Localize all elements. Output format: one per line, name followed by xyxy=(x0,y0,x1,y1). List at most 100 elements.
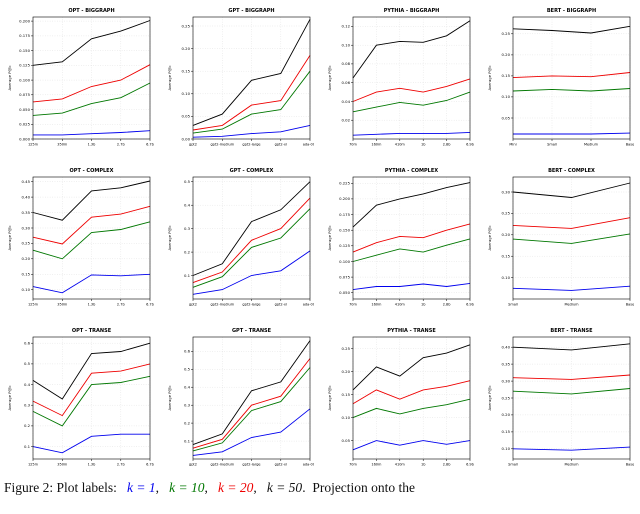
x-tick-label: ada-002 xyxy=(303,463,314,467)
series-line-k-50 xyxy=(192,340,311,446)
chart-canvas: 0.10 0.15 0.20 0.25 0.30 0.35 0.40 Small Medium B… xyxy=(486,324,634,474)
y-tick-label: 0.25 xyxy=(342,346,351,351)
caption-k-label: k = 20 xyxy=(217,480,254,495)
series-line-k-50 xyxy=(512,25,631,34)
x-tick-label: 125m xyxy=(28,143,39,147)
x-tick-label: gpt2-medium xyxy=(210,463,234,467)
series-line-k-50 xyxy=(352,344,471,391)
caption-k-label: k = 50 xyxy=(266,480,303,495)
y-tick-label: 0.25 xyxy=(502,211,511,216)
series-line-k-20 xyxy=(352,380,471,405)
y-tick-label: 0.2 xyxy=(184,420,191,425)
y-axis-label: Average P@k xyxy=(487,65,492,91)
y-tick-label: 0.25 xyxy=(22,241,31,246)
series-line-k-10 xyxy=(32,375,151,427)
series-line-k-1 xyxy=(352,440,471,451)
y-tick-label: 0.05 xyxy=(502,115,511,120)
axes-box xyxy=(512,16,631,140)
y-axis-label: Average P@k xyxy=(327,225,332,251)
y-tick-label: 0.2 xyxy=(184,249,191,254)
series-line-k-20 xyxy=(512,72,631,79)
x-tick-label: 2.7b xyxy=(117,143,126,147)
y-tick-label: 0.050 xyxy=(339,290,350,295)
y-tick-label: 0.125 xyxy=(339,243,350,248)
y-tick-label: 0.20 xyxy=(22,256,31,261)
y-tick-label: 0.6 xyxy=(24,341,31,346)
series-line-k-10 xyxy=(512,388,631,395)
y-tick-label: 0.25 xyxy=(502,395,511,400)
y-tick-label: 0.150 xyxy=(19,48,30,53)
series-line-k-1 xyxy=(192,124,311,138)
y-tick-label: 0.000 xyxy=(19,136,30,141)
y-tick-label: 0.15 xyxy=(22,272,31,277)
x-tick-label: Small xyxy=(508,463,518,467)
y-tick-label: 0.175 xyxy=(339,212,350,217)
y-tick-label: 0.20 xyxy=(342,369,351,374)
series-line-k-1 xyxy=(513,132,631,135)
series-line-k-1 xyxy=(192,408,311,456)
chart-title: GPT - BIGGRAPH xyxy=(228,8,274,14)
caption-text: , xyxy=(253,480,267,495)
series-line-k-20 xyxy=(32,64,151,103)
y-tick-label: 0.12 xyxy=(342,24,351,29)
y-axis-label: Average P@k xyxy=(327,385,332,411)
y-axis-label: Average P@k xyxy=(167,65,172,91)
x-tick-label: 1.3b xyxy=(88,143,97,147)
series-line-k-50 xyxy=(32,342,151,400)
series-line-k-50 xyxy=(512,182,631,198)
series-line-k-1 xyxy=(192,250,311,295)
series-line-k-10 xyxy=(32,221,151,260)
x-tick-label: 70m xyxy=(349,303,357,307)
y-tick-label: 0.5 xyxy=(184,179,191,184)
x-tick-label: 1b xyxy=(421,143,426,147)
series-line-k-1 xyxy=(352,131,471,136)
y-tick-label: 0.1 xyxy=(184,438,191,443)
y-tick-label: 0.225 xyxy=(339,181,350,186)
caption-k-label: k = 1 xyxy=(127,480,156,495)
x-tick-label: 410m xyxy=(395,303,406,307)
y-axis-label: Average P@k xyxy=(487,385,492,411)
x-tick-label: Medium xyxy=(565,303,580,307)
caption-text: Figure 2: Plot labels: xyxy=(4,480,127,495)
x-tick-label: 2.8b xyxy=(443,143,452,147)
axes-box xyxy=(352,176,471,300)
y-tick-label: 0.45 xyxy=(22,179,31,184)
y-tick-label: 0.5 xyxy=(184,367,191,372)
y-tick-label: 0.3 xyxy=(184,403,191,408)
chart-pythia-transe: 0.05 0.10 0.15 0.20 0.25 70m 160m 410m 1b 2.8b 6.9… xyxy=(326,324,475,474)
chart-canvas: 0.1 0.2 0.3 0.4 0.5 0.6 gpt2 gpt2-medium gpt2-la… xyxy=(166,324,317,474)
x-tick-label: 6.7b xyxy=(146,303,154,307)
y-tick-label: 0.2 xyxy=(24,423,31,428)
y-tick-label: 0.15 xyxy=(342,392,351,397)
y-tick-label: 0.100 xyxy=(19,77,30,82)
axes-box xyxy=(352,336,471,460)
y-axis-label: Average P@k xyxy=(487,225,492,251)
x-tick-label: gpt2 xyxy=(189,463,197,467)
y-tick-label: 0.4 xyxy=(184,203,191,208)
chart-pythia-biggraph: 0.02 0.04 0.06 0.08 0.10 0.12 70m 160m 410m 1b 2.8… xyxy=(326,4,475,154)
y-tick-label: 0.10 xyxy=(182,91,191,96)
chart-opt-biggraph: 0.000 0.025 0.050 0.075 0.100 0.125 0.150 0.175… xyxy=(6,4,155,154)
x-tick-label: 160m xyxy=(371,303,382,307)
series-line-k-10 xyxy=(192,367,311,452)
series-line-k-50 xyxy=(192,19,311,126)
series-line-k-20 xyxy=(352,78,471,102)
y-tick-label: 0.4 xyxy=(184,385,191,390)
chart-title: PYTHIA - BIGGRAPH xyxy=(384,8,440,14)
chart-bg xyxy=(6,4,154,154)
chart-bg xyxy=(326,4,474,154)
x-tick-label: 2.7b xyxy=(117,303,126,307)
x-tick-label: 350m xyxy=(57,303,68,307)
x-tick-label: 160m xyxy=(371,463,382,467)
chart-canvas: 0.05 0.10 0.15 0.20 0.25 Mini Small Medium Base B… xyxy=(486,4,634,154)
x-tick-label: Base xyxy=(626,463,634,467)
x-tick-label: 1.3b xyxy=(88,303,97,307)
caption-text: , xyxy=(155,480,170,495)
y-axis-label: Average P@k xyxy=(327,65,332,91)
y-tick-label: 0.05 xyxy=(182,114,191,119)
chart-canvas: 0.02 0.04 0.06 0.08 0.10 0.12 70m 160m 410m 1b 2.8… xyxy=(326,4,475,154)
y-tick-label: 0.3 xyxy=(184,226,191,231)
y-tick-label: 0.15 xyxy=(502,73,511,78)
chart-canvas: 0.000 0.025 0.050 0.075 0.100 0.125 0.150 0.175… xyxy=(6,4,155,154)
caption-text: , xyxy=(204,480,218,495)
